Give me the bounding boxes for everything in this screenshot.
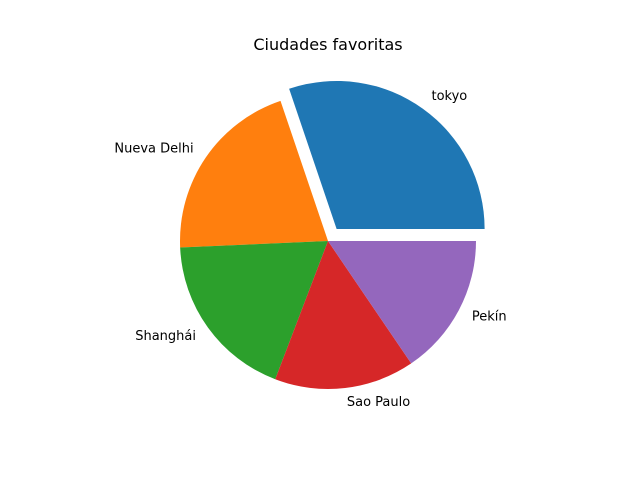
pie-slice-sao-paulo <box>275 241 412 390</box>
pie-labels: tokyo Nueva Delhi Shanghái Sao Paulo Pekín <box>114 89 506 410</box>
chart-title: Ciudades favoritas <box>253 35 402 54</box>
pie-slices <box>180 80 485 390</box>
pie-slice-nueva-delhi <box>180 100 328 248</box>
pie-label-pekin: Pekín <box>472 310 507 325</box>
pie-slice-shanghai <box>180 241 328 380</box>
pie-label-shanghai: Shanghái <box>135 329 196 344</box>
pie-slice-tokyo <box>289 80 485 229</box>
pie-label-nueva-delhi: Nueva Delhi <box>114 142 193 157</box>
pie-label-sao-paulo: Sao Paulo <box>347 395 410 410</box>
pie-slice-pekin <box>328 241 476 364</box>
pie-label-tokyo: tokyo <box>431 89 467 104</box>
